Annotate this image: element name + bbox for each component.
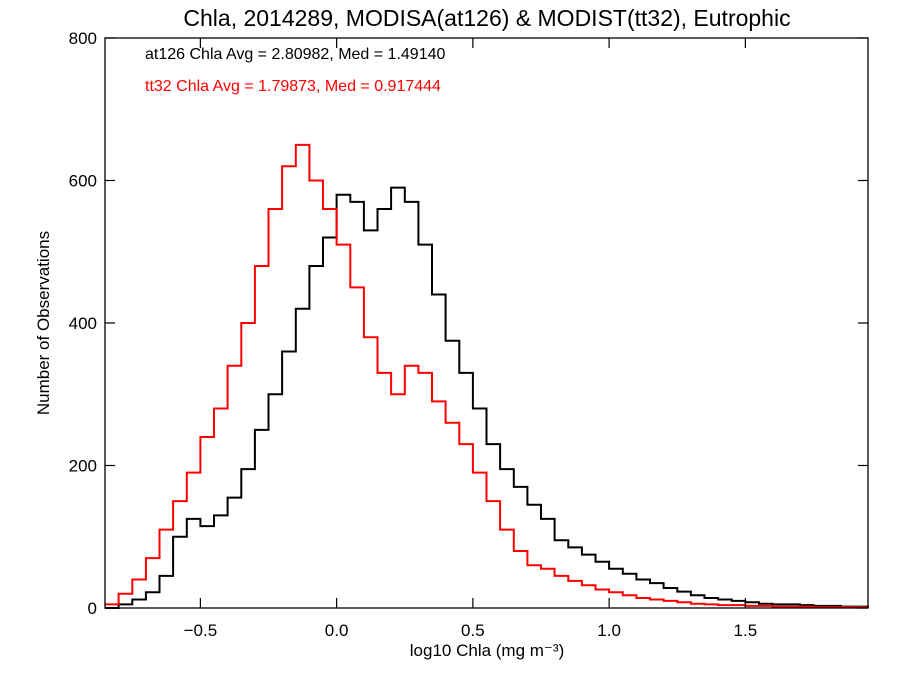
y-tick-label: 600 (69, 172, 97, 191)
y-tick-label: 200 (69, 457, 97, 476)
series-layer (105, 143, 869, 609)
plot-frame (104, 37, 869, 609)
series-line-1 (105, 143, 868, 609)
x-tick-label: −0.5 (184, 621, 218, 640)
x-tick-label: 1.0 (597, 621, 621, 640)
y-axis-title: Number of Observations (34, 231, 53, 415)
annotation-tt32: tt32 Chla Avg = 1.79873, Med = 0.917444 (145, 78, 441, 95)
series-line-0 (105, 186, 869, 609)
x-tick-label: 1.5 (734, 621, 758, 640)
y-tick-label: 800 (69, 29, 97, 48)
y-tick-label: 400 (69, 314, 97, 333)
tick-layer: −0.5 0.0 0.5 1.0 1.5 0 200 400 600 800 (69, 29, 868, 640)
x-tick-label: 0.0 (325, 621, 349, 640)
x-tick-label: 0.5 (461, 621, 485, 640)
x-axis-title: log10 Chla (mg m⁻³) (410, 641, 564, 660)
annotation-at126: at126 Chla Avg = 2.80982, Med = 1.49140 (145, 46, 445, 63)
y-tick-label: 0 (88, 599, 97, 618)
chart-title: Chla, 2014289, MODISA(at126) & MODIST(tt… (183, 5, 790, 31)
